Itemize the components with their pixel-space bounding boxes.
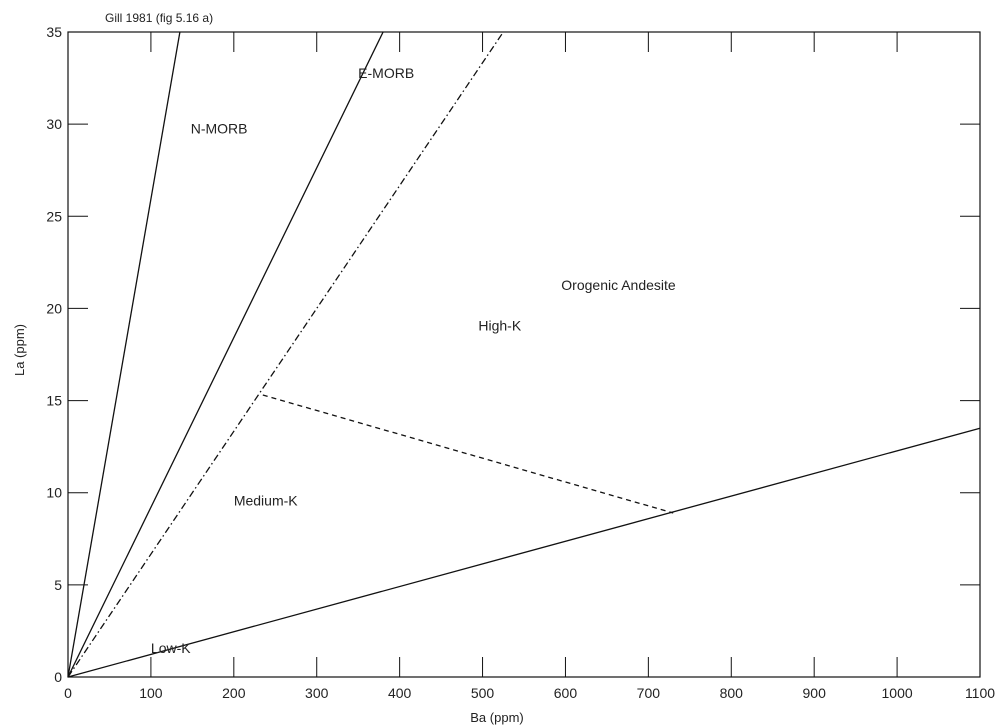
y-tick-label: 35 [46,24,62,40]
x-tick-label: 1100 [965,685,995,701]
y-tick-label: 0 [54,669,62,685]
x-tick-label: 800 [720,685,744,701]
region-label: E-MORB [358,65,414,81]
region-label: Orogenic Andesite [561,277,676,293]
region-label: Medium-K [234,493,298,509]
x-tick-label: 600 [554,685,578,701]
y-tick-label: 30 [46,116,62,132]
x-tick-label: 300 [305,685,329,701]
y-tick-label: 20 [46,300,62,316]
x-tick-label: 100 [139,685,163,701]
x-tick-label: 700 [637,685,661,701]
series-group [67,31,981,678]
y-tick-label: 25 [46,208,62,224]
region-label: Low-K [151,640,191,656]
x-tick-label: 400 [388,685,412,701]
boundary-line-4 [67,427,981,678]
boundary-line-3 [67,31,504,678]
boundary-line-1 [67,31,181,678]
region-label: N-MORB [191,120,248,136]
x-axis-label: Ba (ppm) [470,710,523,725]
boundary-line-5 [262,394,674,514]
x-tick-label: 1000 [882,685,913,701]
plot-frame [67,31,981,678]
x-tick-label: 0 [64,685,72,701]
chart-title: Gill 1981 (fig 5.16 a) [105,11,213,25]
y-tick-label: 15 [46,393,62,409]
y-axis-label: La (ppm) [12,324,27,376]
annotations: N-MORB E-MORB Orogenic Andesite High-K Mediu… [151,65,676,656]
x-tick-label: 200 [222,685,246,701]
region-label: High-K [478,318,521,334]
ticks: 0 100 200 300 400 500 600 700 800 900 1000 1100 0 5 10… [46,24,995,701]
x-tick-label: 900 [803,685,827,701]
y-tick-label: 5 [54,577,62,593]
y-tick-label: 10 [46,485,62,501]
x-tick-label: 500 [471,685,495,701]
boundary-line-2 [67,31,384,678]
